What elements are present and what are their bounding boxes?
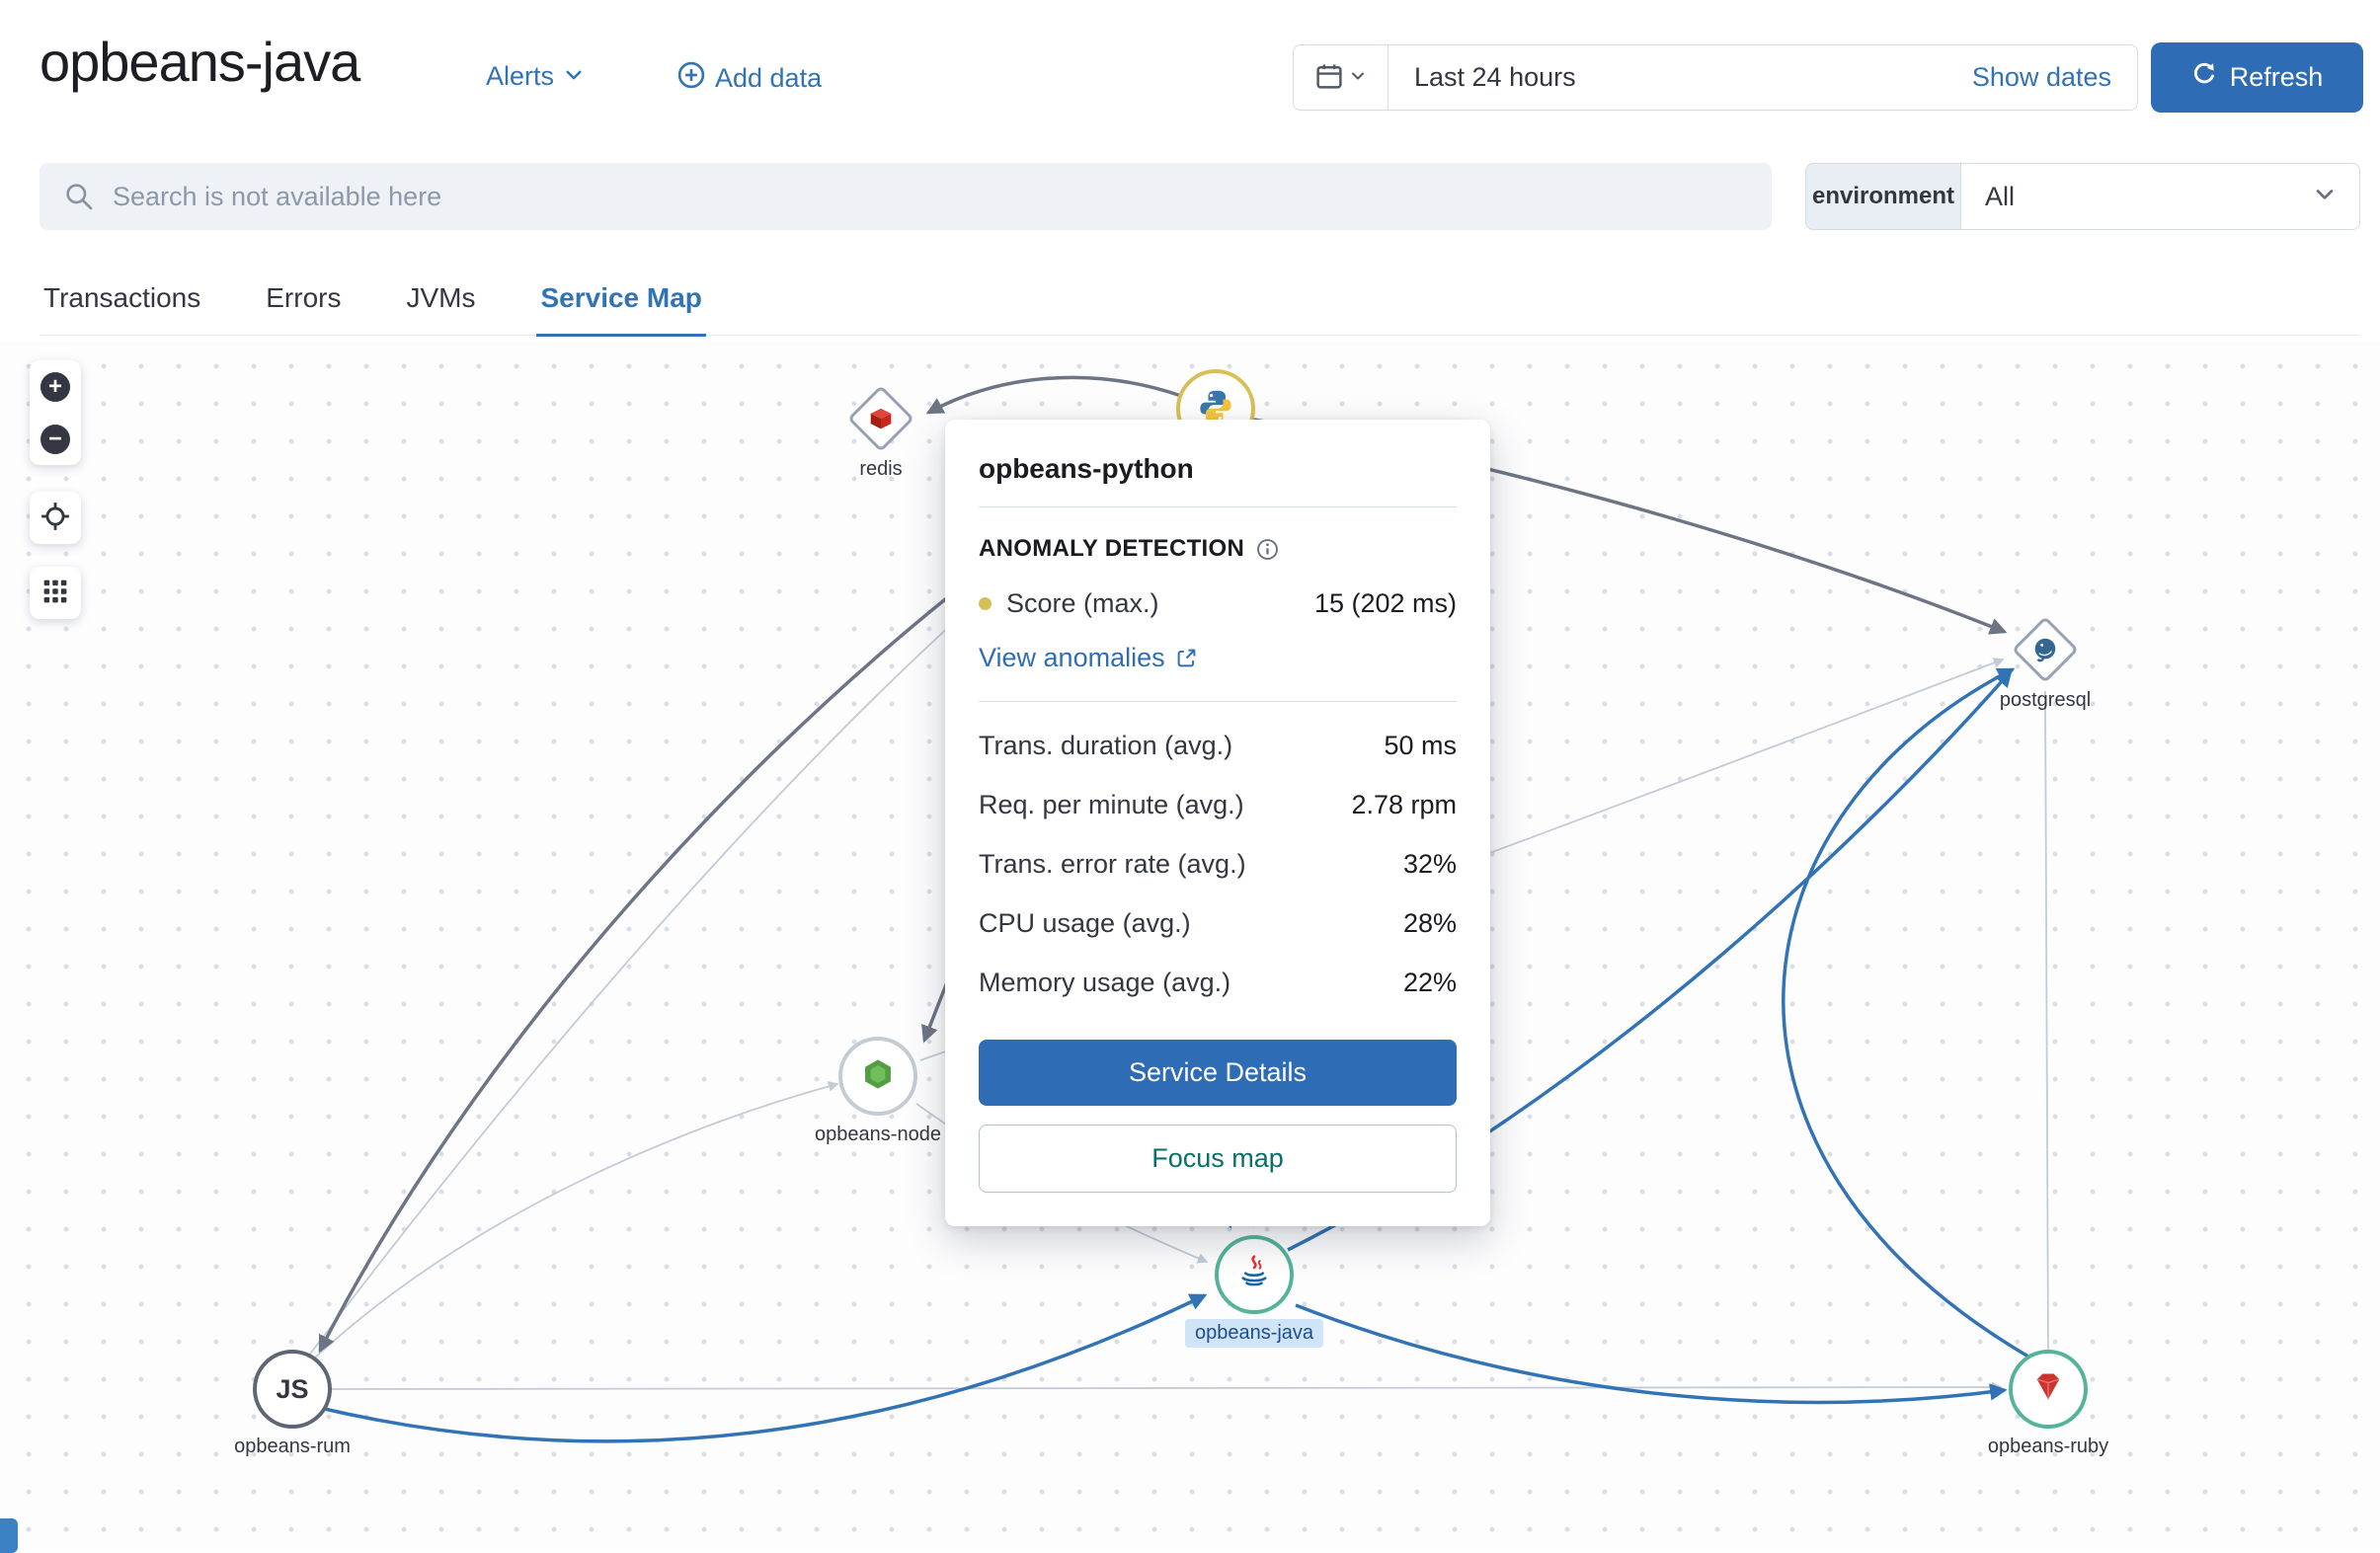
node-label-postgresql: postgresql (1999, 689, 2092, 711)
service-details-button[interactable]: Service Details (979, 1040, 1457, 1106)
ruby-icon (2030, 1369, 2066, 1410)
node-label-opbeans-ruby: opbeans-ruby (1987, 1436, 2109, 1457)
service-node-opbeans-ruby[interactable] (2009, 1350, 2088, 1429)
zoom-out-button[interactable]: − (30, 413, 81, 465)
metric-value: 22% (1402, 968, 1457, 997)
divider (979, 701, 1457, 702)
info-icon[interactable] (1256, 538, 1279, 561)
zoom-in-icon: + (40, 371, 70, 402)
add-data-link[interactable]: Add data (677, 61, 822, 96)
chevron-down-icon (1350, 68, 1366, 87)
search-bar (40, 163, 1772, 230)
add-data-label: Add data (715, 63, 823, 93)
service-node-opbeans-node[interactable] (838, 1037, 917, 1116)
anomaly-heading-label: ANOMALY DETECTION (979, 535, 1245, 562)
show-dates-button[interactable]: Show dates (1966, 61, 2137, 94)
python-icon (1196, 387, 1235, 431)
node-label-opbeans-node: opbeans-node (815, 1124, 941, 1145)
view-anomalies-link[interactable]: View anomalies (979, 643, 1457, 673)
nav-flyout-edge[interactable] (0, 1518, 18, 1553)
search-input[interactable] (111, 180, 1748, 213)
calendar-icon (1315, 62, 1343, 93)
anomaly-score-row: Score (max.) 15 (202 ms) (979, 588, 1457, 619)
divider (979, 506, 1457, 507)
tab-transactions[interactable]: Transactions (43, 282, 201, 313)
metric-row: Trans. error rate (avg.) 32% (979, 849, 1457, 880)
metric-label: Trans. duration (avg.) (979, 731, 1233, 760)
zoom-in-button[interactable]: + (30, 360, 81, 413)
warning-dot-icon (979, 597, 992, 610)
node-label-redis: redis (859, 458, 903, 480)
page-title: opbeans-java (40, 31, 360, 93)
center-map-button[interactable] (30, 492, 81, 544)
metric-row: Trans. duration (avg.) 50 ms (979, 731, 1457, 761)
tab-service-map[interactable]: Service Map (536, 272, 706, 337)
zoom-controls: + − (30, 360, 81, 465)
metric-row: Req. per minute (avg.) 2.78 rpm (979, 790, 1457, 820)
metric-value: 2.78 rpm (1351, 790, 1457, 819)
metric-label: CPU usage (avg.) (979, 908, 1191, 938)
calendar-button[interactable] (1294, 45, 1388, 110)
grid-icon (42, 579, 68, 607)
redis-icon (866, 404, 896, 433)
chevron-down-icon (2314, 182, 2336, 212)
view-anomalies-label: View anomalies (979, 643, 1165, 672)
environment-value: All (1985, 181, 2016, 211)
metric-value: 28% (1402, 908, 1457, 938)
center-control (30, 492, 81, 544)
javascript-icon: JS (276, 1373, 309, 1404)
tab-jvms[interactable]: JVMs (406, 282, 476, 313)
layout-control (30, 567, 81, 619)
refresh-icon (2191, 61, 2217, 94)
time-range-value[interactable]: Last 24 hours (1414, 62, 1576, 92)
grid-layout-button[interactable] (30, 567, 81, 619)
nodejs-icon (860, 1056, 896, 1097)
node-label-opbeans-java: opbeans-java (1184, 1319, 1324, 1348)
dependency-node-redis[interactable] (847, 385, 914, 452)
tab-bar: Transactions Errors JVMs Service Map (40, 272, 2360, 337)
anomaly-detection-heading: ANOMALY DETECTION (979, 535, 1457, 563)
score-value: 15 (202 ms) (1313, 588, 1457, 618)
metric-label: Req. per minute (avg.) (979, 790, 1244, 819)
alerts-label: Alerts (486, 61, 555, 91)
metric-row: CPU usage (avg.) 28% (979, 908, 1457, 939)
search-icon (63, 181, 95, 212)
chevron-down-icon (564, 61, 584, 92)
score-label: Score (max.) (1006, 588, 1159, 618)
metric-value: 32% (1402, 849, 1457, 879)
external-link-icon (1176, 648, 1197, 668)
zoom-out-icon: − (40, 424, 70, 454)
postgresql-icon (2030, 635, 2060, 664)
refresh-label: Refresh (2229, 62, 2324, 92)
refresh-button[interactable]: Refresh (2151, 42, 2363, 113)
date-picker: Last 24 hours Show dates (1293, 44, 2138, 111)
focus-map-button[interactable]: Focus map (979, 1125, 1457, 1193)
service-popup: opbeans-python ANOMALY DETECTION Score (… (945, 420, 1490, 1226)
node-label-opbeans-rum: opbeans-rum (234, 1436, 351, 1457)
environment-filter-label: environment (1805, 163, 1960, 230)
popup-title: opbeans-python (979, 453, 1194, 484)
metric-label: Trans. error rate (avg.) (979, 849, 1246, 879)
tab-errors[interactable]: Errors (266, 282, 342, 313)
circle-plus-icon (677, 61, 705, 96)
dependency-node-postgresql[interactable] (2012, 616, 2079, 683)
environment-select[interactable]: All (1960, 163, 2360, 230)
metric-label: Memory usage (avg.) (979, 968, 1231, 997)
crosshair-icon (40, 502, 70, 534)
metric-row: Memory usage (avg.) 22% (979, 968, 1457, 998)
java-icon (1234, 1253, 1274, 1297)
alerts-menu[interactable]: Alerts (486, 61, 584, 92)
service-map[interactable]: redis postgresql opbeans-node (0, 342, 2380, 1553)
service-node-opbeans-java[interactable] (1215, 1235, 1294, 1314)
metric-value: 50 ms (1384, 731, 1457, 760)
service-node-opbeans-rum[interactable]: JS (253, 1350, 332, 1429)
